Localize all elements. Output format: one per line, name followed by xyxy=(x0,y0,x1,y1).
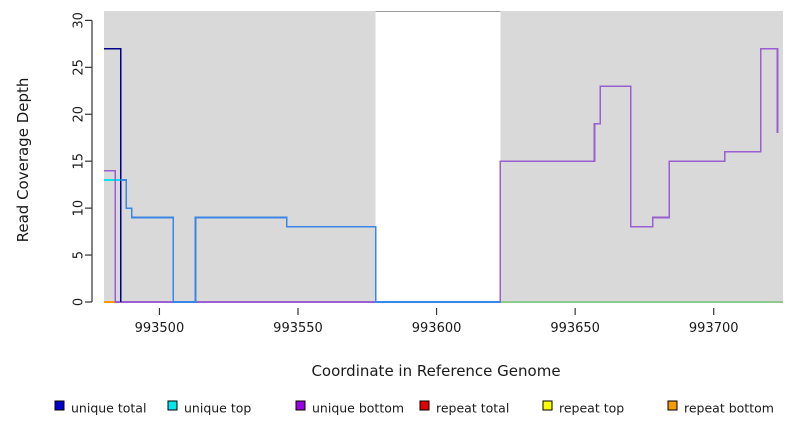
y-tick-label: 30 xyxy=(72,12,87,29)
legend-swatch xyxy=(542,400,553,411)
y-tick-label: 10 xyxy=(72,200,87,217)
repeat-region-right xyxy=(500,11,783,302)
x-tick-label: 993600 xyxy=(412,321,462,336)
tick-labels-group: 0 5 10 15 20 25 30 993500 993550 993600 993650 9937… xyxy=(72,12,739,336)
repeat-region-left xyxy=(104,11,376,302)
plot-background-bands xyxy=(104,11,783,302)
y-tick-label: 15 xyxy=(72,153,87,170)
legend-swatch xyxy=(167,400,178,411)
legend-label-unique-total: unique total xyxy=(71,401,146,416)
x-tick-label: 993550 xyxy=(273,321,323,336)
x-tick-label: 993700 xyxy=(689,321,739,336)
series-unique-total xyxy=(104,47,122,302)
legend-swatch xyxy=(419,400,430,411)
y-tick-label: 25 xyxy=(72,59,87,76)
legend-swatch xyxy=(295,400,306,411)
y-tick-label: 0 xyxy=(72,298,87,306)
legend-label-unique-bottom: unique bottom xyxy=(312,401,404,416)
y-axis-title: Read Coverage Depth xyxy=(14,78,32,243)
legend-swatch xyxy=(667,400,678,411)
legend-label-repeat-top: repeat top xyxy=(559,401,624,416)
x-tick-label: 993500 xyxy=(135,321,185,336)
x-axis-title: Coordinate in Reference Genome xyxy=(311,362,560,380)
series-combined-coverage xyxy=(120,179,501,303)
legend-swatch xyxy=(54,400,65,411)
legend-label-unique-top: unique top xyxy=(184,401,251,416)
axes-group xyxy=(85,19,715,315)
y-tick-label: 5 xyxy=(72,251,87,259)
series-unique-bottom xyxy=(104,47,779,303)
data-series-group xyxy=(104,47,783,303)
y-tick-label: 20 xyxy=(72,106,87,123)
legend-label-repeat-bottom: repeat bottom xyxy=(684,401,774,416)
x-tick-label: 993650 xyxy=(550,321,600,336)
legend-label-repeat-total: repeat total xyxy=(436,401,509,416)
legend: unique total unique top unique bottom repea… xyxy=(54,400,774,416)
